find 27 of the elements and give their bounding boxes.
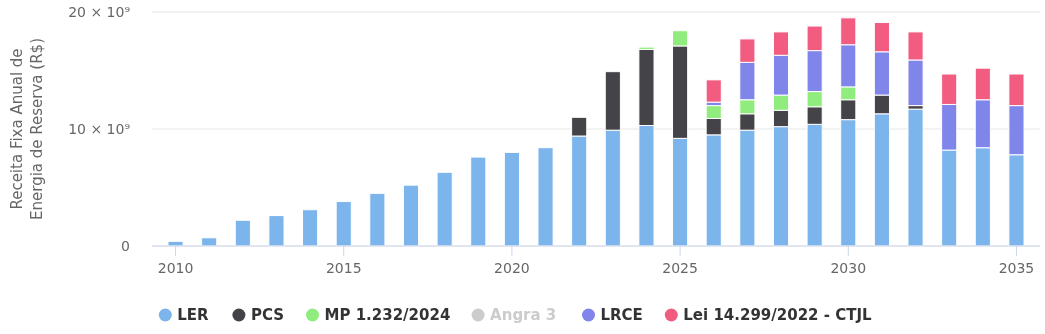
x-tick-label: 2010: [157, 260, 194, 276]
legend-label: PCS: [250, 306, 284, 324]
bar: [335, 201, 352, 247]
bar: [503, 151, 520, 247]
bar: [470, 156, 487, 247]
y-tick-label: 10 × 10⁹: [68, 121, 131, 137]
legend-label: LER: [177, 306, 210, 324]
x-tick-label: 2020: [494, 260, 530, 276]
bar: [907, 108, 924, 247]
x-tick-label: 2035: [998, 260, 1035, 276]
bar: [234, 219, 251, 247]
bar: [402, 184, 420, 247]
bar: [268, 215, 285, 247]
bar: [369, 192, 386, 247]
y-tick-label: 0: [121, 238, 130, 254]
legend-label: LRCE: [600, 306, 643, 324]
y-tick-label: 20 × 10⁹: [68, 4, 131, 20]
bar: [302, 209, 319, 247]
legend-label: Lei 14.299/2022 - CTJL: [683, 306, 872, 324]
y-axis-title: Receita Fixa Anual de Energia de Reserva (R$): [8, 38, 46, 220]
bar: [705, 79, 722, 103]
x-tick-label: 2015: [325, 260, 362, 276]
x-tick-label: 2025: [662, 260, 698, 276]
bar: [537, 147, 554, 247]
bar: [436, 171, 453, 247]
legend-label: MP 1.232/2024: [324, 306, 451, 324]
x-tick-label: 2030: [830, 260, 867, 276]
